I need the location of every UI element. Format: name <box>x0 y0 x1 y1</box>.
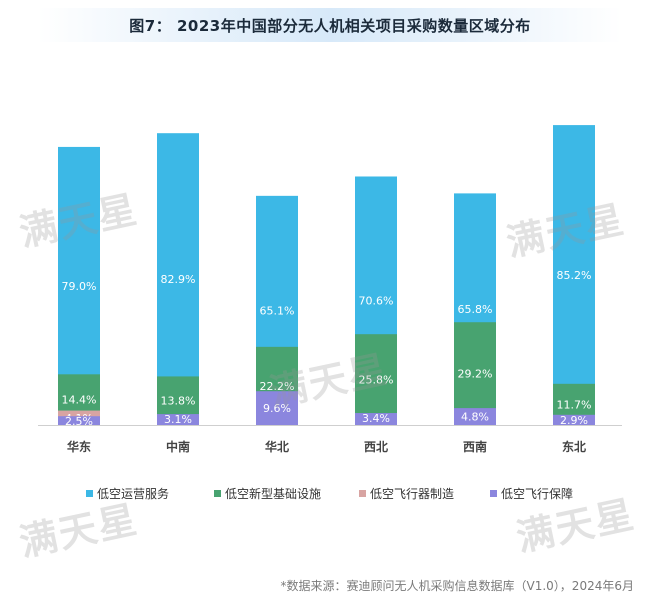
data-label: 2.5% <box>65 415 93 428</box>
legend-label: 低空飞行保障 <box>501 486 573 501</box>
data-label: 4.8% <box>461 411 489 424</box>
x-tick-label: 东北 <box>562 439 586 454</box>
data-label: 65.8% <box>458 303 493 316</box>
data-label: 13.8% <box>161 395 196 408</box>
legend-swatch <box>490 490 497 497</box>
data-source-note: *数据来源：赛迪顾问无人机采购信息数据库（V1.0），2024年6月 <box>280 579 634 593</box>
data-label: 65.1% <box>260 304 295 317</box>
legend-swatch <box>214 490 221 497</box>
x-tick-label: 华东 <box>67 439 91 454</box>
bar-segment-2 <box>454 322 496 425</box>
legend-label: 低空运营服务 <box>97 486 169 501</box>
data-label: 3.4% <box>362 412 390 425</box>
bar-segment-1 <box>157 133 199 425</box>
bar-segment-2 <box>355 334 397 425</box>
data-label: 2.9% <box>560 414 588 427</box>
x-tick-label: 华北 <box>265 439 289 454</box>
bar-segment-4 <box>58 416 100 425</box>
x-tick-label: 西南 <box>463 439 487 454</box>
data-label: 14.4% <box>62 394 97 407</box>
data-label: 70.6% <box>359 295 394 308</box>
bar-segment-4 <box>256 391 298 425</box>
data-label: 11.7% <box>557 398 592 411</box>
data-label: 3.1% <box>164 413 192 426</box>
legend-swatch <box>86 490 93 497</box>
data-label: 85.2% <box>557 269 592 282</box>
bar-segment-4 <box>454 408 496 425</box>
x-tick-label: 西北 <box>364 439 388 454</box>
data-label: 29.2% <box>458 368 493 381</box>
legend-label: 低空新型基础设施 <box>225 486 321 501</box>
bar-segment-4 <box>553 414 595 425</box>
bar-segment-4 <box>355 413 397 425</box>
legend-swatch <box>359 490 366 497</box>
data-label: 9.6% <box>263 402 291 415</box>
data-label: 79.0% <box>62 280 97 293</box>
x-tick-label: 中南 <box>166 439 190 454</box>
chart-title: 图7： 2023年中国部分无人机相关项目采购数量区域分布 <box>129 16 531 35</box>
data-label: 82.9% <box>161 273 196 286</box>
data-label: 22.2% <box>260 380 295 393</box>
bar-segment-1 <box>553 125 595 425</box>
bar-segment-4 <box>157 414 199 425</box>
data-label: 25.8% <box>359 374 394 387</box>
chart-title-bar: 图7： 2023年中国部分无人机相关项目采购数量区域分布 <box>38 8 622 42</box>
legend-label: 低空飞行器制造 <box>370 487 454 501</box>
